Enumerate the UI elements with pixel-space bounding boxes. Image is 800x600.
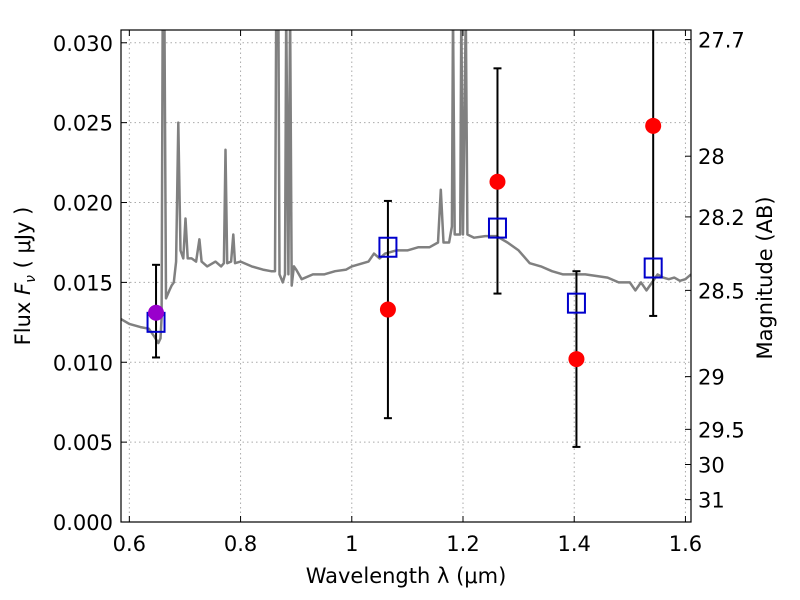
model-square-marker bbox=[566, 292, 586, 314]
plot-background bbox=[121, 30, 691, 522]
observed-point-marker bbox=[148, 304, 165, 321]
y2-tick-label: 29 bbox=[698, 366, 725, 390]
x-axis-label: Wavelength λ (μm) bbox=[306, 564, 507, 588]
x-tick-label: 1.2 bbox=[446, 532, 479, 556]
axis-ticks: 0.6 0.8 1 1.2 1.4 1.6 0.000 0.005 0.010 0.015 0.02… bbox=[53, 29, 745, 556]
y2-axis-label: Magnitude (AB) bbox=[753, 196, 777, 359]
y-tick-label: 0.005 bbox=[53, 431, 113, 455]
x-tick-label: 1.6 bbox=[669, 532, 702, 556]
observed-points bbox=[148, 117, 662, 368]
plot-frame bbox=[120, 29, 692, 523]
y-tick-label: 0.020 bbox=[53, 192, 113, 216]
observed-point-marker bbox=[379, 301, 396, 318]
observed-point-marker bbox=[489, 173, 506, 190]
y-tick-label: 0.015 bbox=[53, 271, 113, 295]
spectrum-line bbox=[121, 30, 691, 345]
observed-point-marker bbox=[568, 351, 585, 368]
x-tick-label: 1 bbox=[345, 532, 358, 556]
y-tick-label: 0.000 bbox=[53, 511, 113, 535]
y2-tick-label: 28.5 bbox=[698, 279, 745, 303]
y2-tick-label: 28.2 bbox=[698, 206, 745, 230]
observed-point-marker bbox=[645, 117, 662, 134]
y-tick-label: 0.025 bbox=[53, 112, 113, 136]
x-tick-label: 1.4 bbox=[558, 532, 591, 556]
spectrum-series bbox=[121, 30, 691, 345]
model-square-marker bbox=[378, 236, 398, 258]
y2-tick-label: 31 bbox=[698, 489, 725, 513]
y2-tick-label: 28 bbox=[698, 145, 725, 169]
y2-tick-label: 29.5 bbox=[698, 418, 745, 442]
y-tick-label: 0.030 bbox=[53, 32, 113, 56]
model-square-marker bbox=[643, 257, 663, 279]
y2-tick-label: 27.7 bbox=[698, 29, 745, 53]
x-tick-label: 0.8 bbox=[224, 532, 257, 556]
model-points bbox=[146, 217, 663, 333]
y-axis-label: Flux Fν ( μJy ) bbox=[11, 207, 39, 346]
x-tick-label: 0.6 bbox=[113, 532, 146, 556]
y2-tick-label: 30 bbox=[698, 453, 725, 477]
model-square-marker bbox=[487, 217, 507, 239]
y-tick-label: 0.010 bbox=[53, 351, 113, 375]
